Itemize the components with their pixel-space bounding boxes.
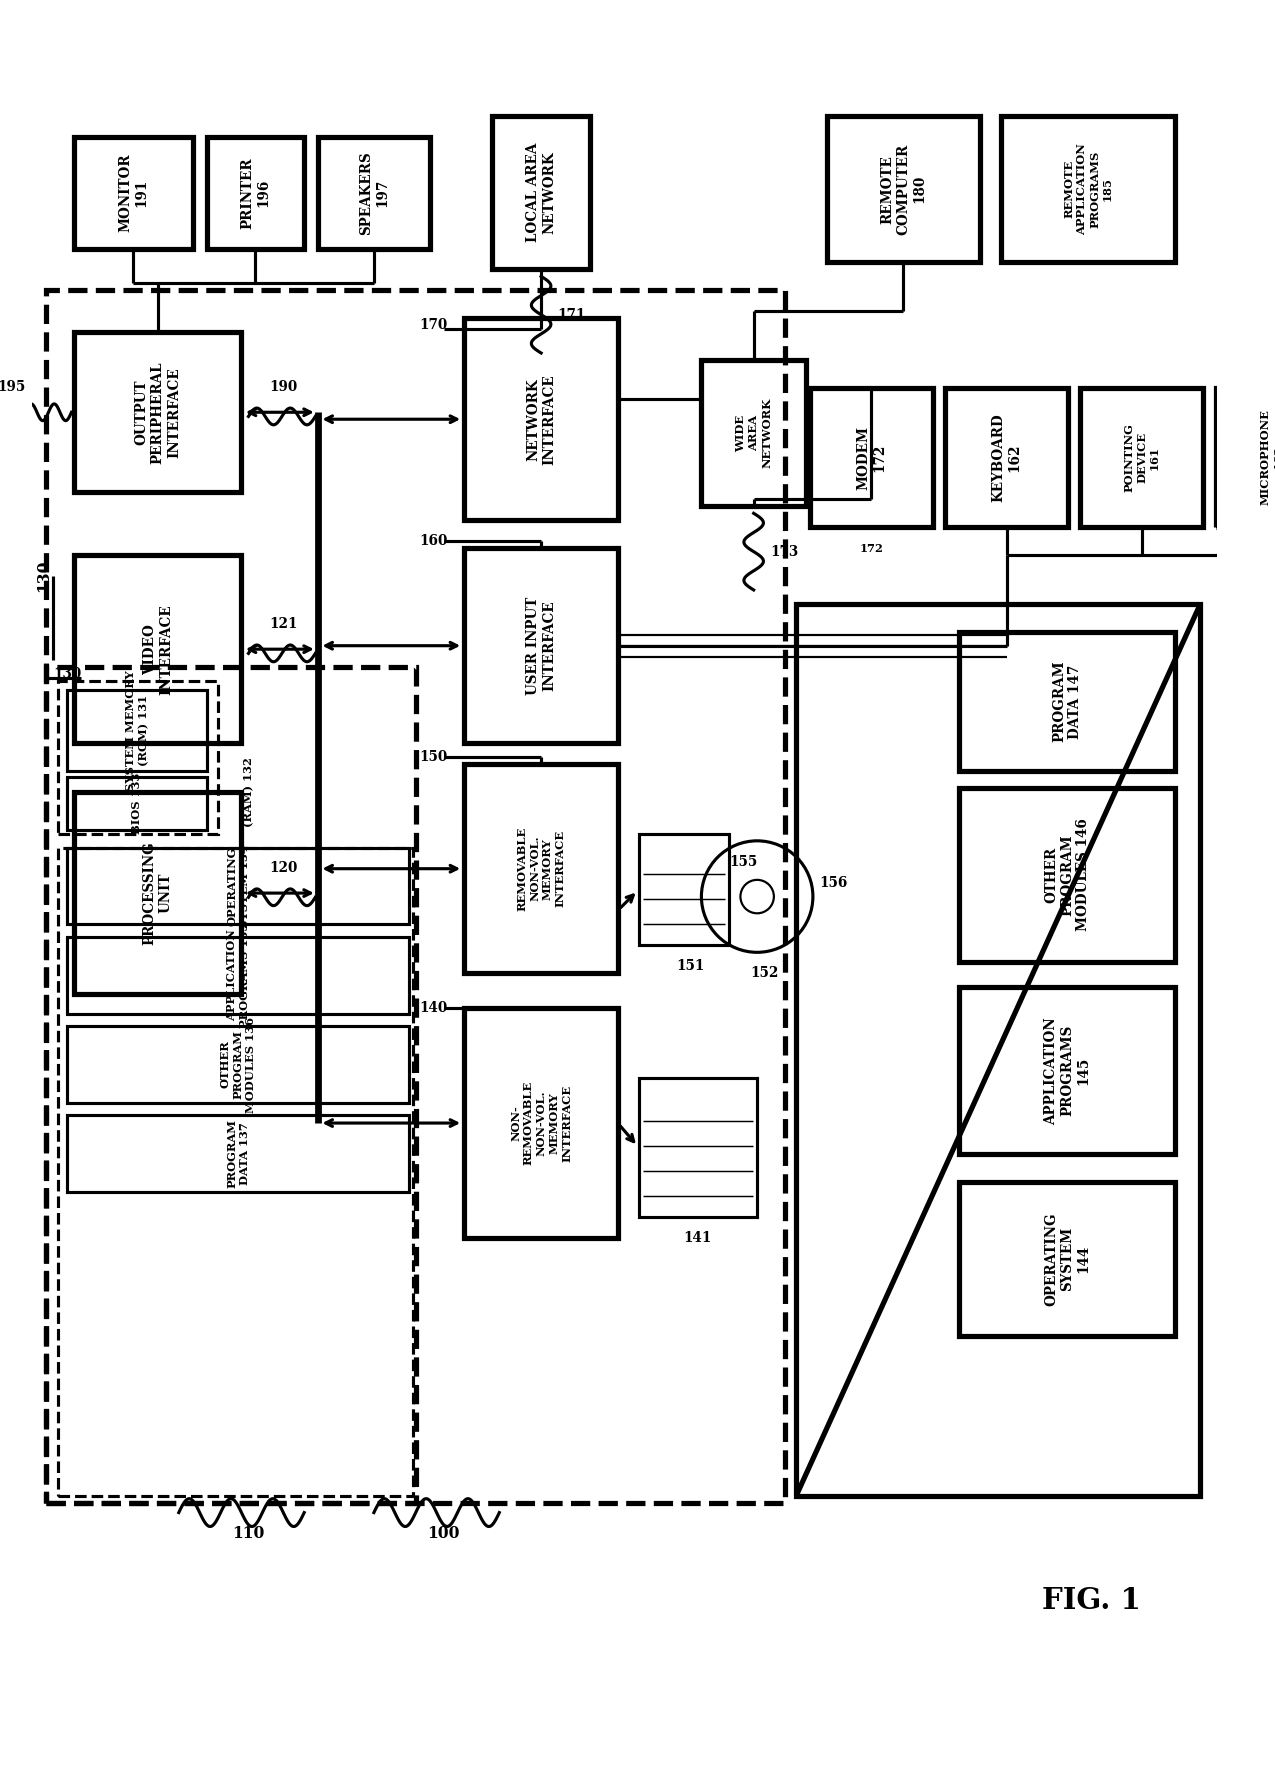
Text: 140: 140 (419, 1001, 448, 1016)
Text: 121: 121 (269, 617, 297, 631)
Text: 141: 141 (683, 1231, 713, 1246)
Text: PROGRAM
DATA 147: PROGRAM DATA 147 (1052, 661, 1082, 743)
Bar (68, 1026, 409, 1103)
Bar (74, 791, 241, 994)
Bar (701, 360, 806, 506)
Text: 156: 156 (820, 875, 848, 889)
Text: 150: 150 (419, 750, 448, 764)
Bar (68, 937, 409, 1014)
Bar (74, 331, 241, 492)
Text: LOCAL AREA
NETWORK: LOCAL AREA NETWORK (527, 143, 556, 242)
Text: PRINTER
196: PRINTER 196 (240, 157, 270, 228)
Bar (74, 137, 193, 248)
Text: APPLICATION
PROGRAMS
145: APPLICATION PROGRAMS 145 (1044, 1018, 1090, 1124)
Text: 155: 155 (729, 855, 757, 870)
Text: OUTPUT
PERIPHERAL
INTERFACE: OUTPUT PERIPHERAL INTERFACE (135, 362, 181, 463)
Bar (1001, 116, 1176, 262)
Bar (68, 777, 207, 830)
Bar (959, 1181, 1176, 1335)
Text: KEYBOARD
162: KEYBOARD 162 (992, 413, 1021, 503)
Bar (492, 116, 590, 269)
Text: OTHER
PROGRAM
MODULES 146: OTHER PROGRAM MODULES 146 (1044, 818, 1090, 932)
Text: POINTING
DEVICE
161: POINTING DEVICE 161 (1123, 422, 1160, 492)
Text: WIDE
AREA
NETWORK: WIDE AREA NETWORK (736, 397, 771, 469)
Bar (639, 834, 729, 946)
Text: NETWORK
INTERFACE: NETWORK INTERFACE (527, 374, 556, 465)
Bar (959, 633, 1176, 772)
Text: BIOS 133: BIOS 133 (131, 773, 143, 834)
Bar (68, 690, 207, 772)
Bar (68, 1116, 409, 1192)
Text: SYSTEM MEMORY
(ROM) 131: SYSTEM MEMORY (ROM) 131 (125, 670, 149, 791)
Text: 120: 120 (269, 861, 297, 875)
Text: MODEM
172: MODEM 172 (857, 426, 886, 490)
Text: 160: 160 (419, 535, 448, 549)
Text: 110: 110 (232, 1525, 265, 1541)
Text: MONITOR
191: MONITOR 191 (119, 153, 149, 232)
Bar (796, 604, 1200, 1495)
Text: 173: 173 (770, 545, 798, 560)
Text: 190: 190 (269, 380, 297, 394)
Text: REMOTE
COMPUTER
180: REMOTE COMPUTER 180 (880, 144, 927, 235)
Text: MICROPHONE
163: MICROPHONE 163 (1260, 410, 1275, 506)
Text: 100: 100 (427, 1525, 460, 1541)
Bar (810, 388, 933, 527)
Text: PROCESSING
UNIT: PROCESSING UNIT (143, 841, 173, 944)
Bar (46, 290, 785, 1502)
Bar (464, 1009, 618, 1238)
Bar (464, 549, 618, 743)
Text: APPLICATION
PROGRAMS 135: APPLICATION PROGRAMS 135 (226, 923, 250, 1028)
Bar (74, 556, 241, 743)
Text: REMOVABLE
NON-VOL.
MEMORY
INTERFACE: REMOVABLE NON-VOL. MEMORY INTERFACE (516, 827, 566, 911)
Text: 195: 195 (0, 380, 26, 394)
Text: OTHER
PROGRAM
MODULES 136: OTHER PROGRAM MODULES 136 (219, 1016, 256, 1112)
Bar (945, 388, 1068, 527)
Bar (464, 764, 618, 973)
Bar (639, 1078, 757, 1217)
Text: OPERATING
SYSTEM
144: OPERATING SYSTEM 144 (1044, 1212, 1090, 1306)
Text: 130: 130 (36, 560, 52, 592)
Bar (57, 848, 413, 1495)
Bar (959, 987, 1176, 1155)
Text: VIDEO
INTERFACE: VIDEO INTERFACE (143, 604, 173, 695)
Text: 172: 172 (859, 544, 884, 554)
Bar (464, 319, 618, 520)
Text: REMOTE
APPLICATION
PROGRAMS
185: REMOTE APPLICATION PROGRAMS 185 (1063, 143, 1113, 235)
Text: PROGRAM
DATA 137: PROGRAM DATA 137 (226, 1119, 250, 1189)
Text: 130: 130 (54, 666, 82, 681)
Text: 171: 171 (557, 308, 586, 323)
Text: 152: 152 (750, 966, 778, 980)
Bar (827, 116, 980, 262)
Bar (207, 137, 305, 248)
Bar (1080, 388, 1204, 527)
Text: OPERATING
SYSTEM 134: OPERATING SYSTEM 134 (226, 845, 250, 928)
Bar (1215, 388, 1275, 527)
Bar (46, 666, 416, 1502)
Text: SPEAKERS
197: SPEAKERS 197 (358, 151, 389, 235)
Text: NON-
REMOVABLE
NON-VOL.
MEMORY
INTERFACE: NON- REMOVABLE NON-VOL. MEMORY INTERFACE (510, 1082, 572, 1165)
Bar (319, 137, 430, 248)
Text: FIG. 1: FIG. 1 (1042, 1586, 1141, 1614)
Text: USER INPUT
INTERFACE: USER INPUT INTERFACE (527, 597, 556, 695)
Bar (959, 788, 1176, 962)
Text: 151: 151 (677, 959, 705, 973)
Bar (68, 848, 409, 925)
Bar (57, 681, 218, 834)
Text: (RAM) 132: (RAM) 132 (244, 757, 254, 827)
Text: 170: 170 (419, 319, 448, 331)
